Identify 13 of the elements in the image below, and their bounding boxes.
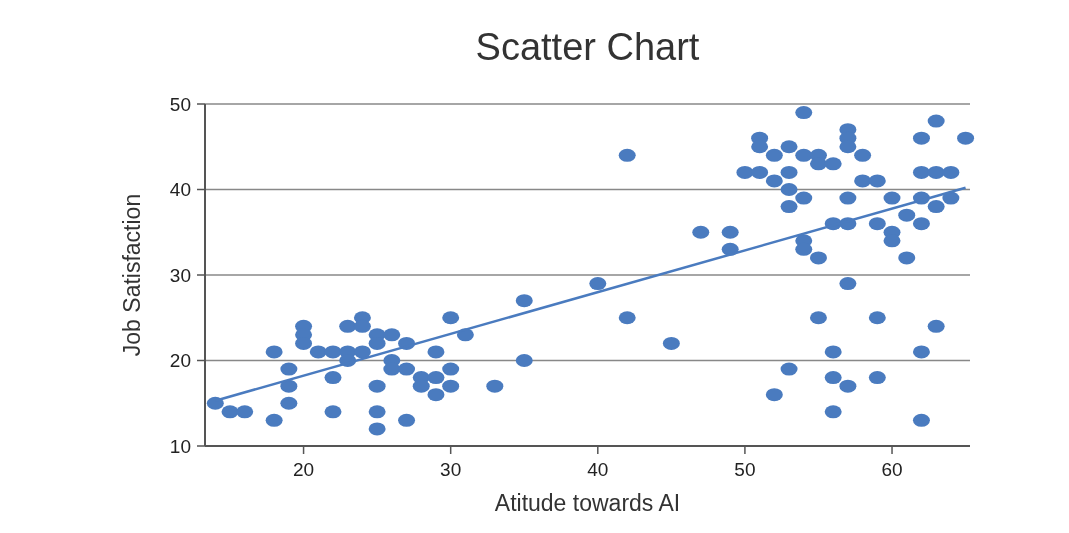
y-tick-label: 40 — [169, 179, 191, 201]
x-tick-label: 20 — [293, 459, 315, 480]
y-tick-label: 50 — [169, 93, 191, 115]
x-tick-label: 60 — [881, 459, 903, 480]
x-tick-label: 50 — [734, 459, 756, 480]
x-tick-label: 30 — [440, 459, 462, 480]
y-tick-label: 30 — [169, 264, 191, 286]
y-axis-title: Job Satisfaction — [119, 193, 145, 357]
y-tick-label: 10 — [169, 435, 191, 457]
chart-title: Scatter Chart — [475, 26, 700, 68]
y-tick-label: 20 — [169, 350, 191, 372]
x-tick-label: 40 — [587, 459, 609, 480]
x-axis-title: Atitude towards AI — [494, 490, 681, 516]
